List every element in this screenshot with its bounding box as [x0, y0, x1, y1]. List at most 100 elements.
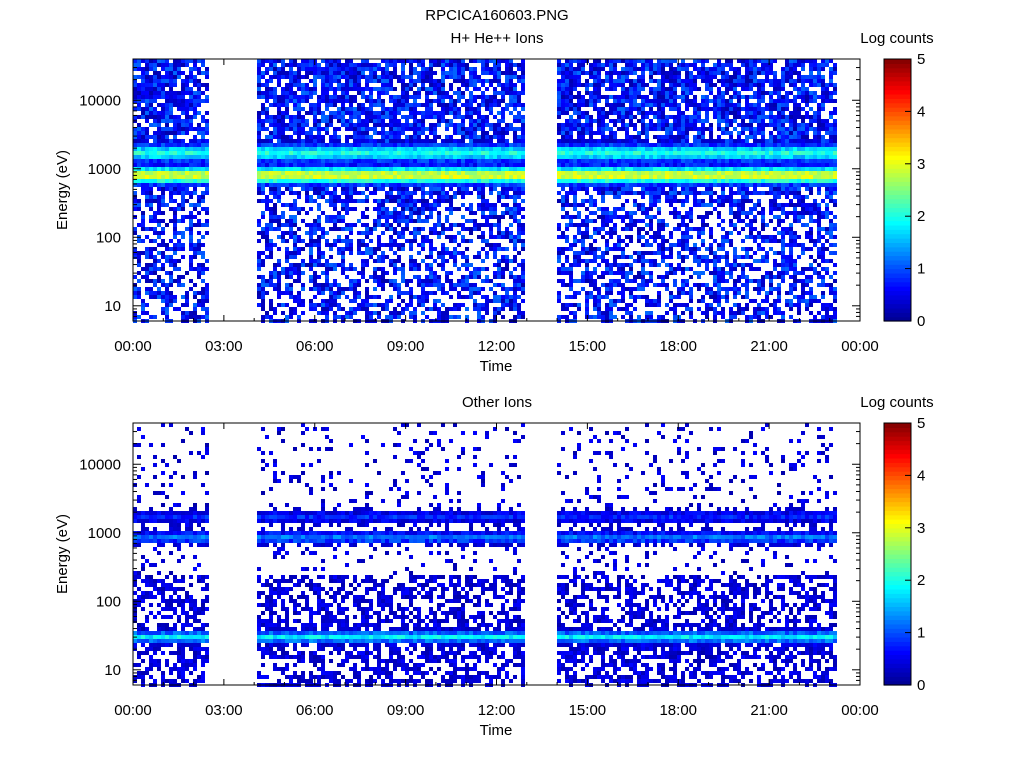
heatmap-cell [405, 215, 409, 219]
heatmap-cell [457, 191, 461, 195]
heatmap-cell [353, 139, 357, 143]
heatmap-cell [341, 315, 345, 319]
heatmap-cell [609, 303, 613, 307]
heatmap-cell [561, 155, 565, 159]
heatmap-cell [365, 67, 369, 71]
heatmap-cell [313, 151, 317, 155]
heatmap-cell [381, 203, 385, 207]
heatmap-cell [569, 243, 573, 247]
heatmap-cell [517, 79, 521, 83]
heatmap-cell [497, 159, 501, 163]
heatmap-cell [173, 91, 177, 95]
heatmap-cell [513, 307, 517, 311]
heatmap-cell [365, 159, 369, 163]
heatmap-cell [349, 171, 353, 175]
heatmap-cell [621, 115, 625, 119]
heatmap-cell [441, 115, 445, 119]
heatmap-cell [613, 59, 617, 63]
heatmap-cell [589, 91, 593, 95]
heatmap-cell [505, 179, 509, 183]
heatmap-cell [573, 215, 577, 219]
heatmap-cell [581, 167, 585, 171]
heatmap-cell [461, 203, 465, 207]
heatmap-cell [173, 299, 177, 303]
heatmap-cell [181, 83, 185, 87]
heatmap-cell [461, 295, 465, 299]
heatmap-cell [285, 255, 289, 259]
heatmap-cell [505, 187, 509, 191]
heatmap-cell [401, 183, 405, 187]
heatmap-cell [413, 103, 417, 107]
heatmap-cell [605, 231, 609, 235]
heatmap-cell [509, 147, 513, 151]
heatmap-cell [621, 147, 625, 151]
heatmap-cell [621, 67, 625, 71]
heatmap-cell [289, 91, 293, 95]
heatmap-cell [169, 271, 173, 275]
heatmap-cell [505, 127, 509, 131]
heatmap-cell [409, 263, 413, 267]
heatmap-cell [193, 67, 197, 71]
heatmap-cell [485, 163, 489, 167]
heatmap-cell [405, 303, 409, 307]
heatmap-cell [205, 139, 209, 143]
heatmap-cell [585, 311, 589, 315]
heatmap-cell [597, 87, 601, 91]
heatmap-cell [405, 143, 409, 147]
heatmap-cell [521, 91, 525, 95]
heatmap-cell [297, 263, 301, 267]
heatmap-cell [509, 223, 513, 227]
heatmap-cell [293, 219, 297, 223]
heatmap-cell [153, 95, 157, 99]
heatmap-cell [361, 199, 365, 203]
heatmap-cell [205, 151, 209, 155]
heatmap-cell [469, 143, 473, 147]
heatmap-cell [377, 223, 381, 227]
heatmap-cell [317, 207, 321, 211]
heatmap-cell [409, 139, 413, 143]
heatmap-cell [597, 119, 601, 123]
heatmap-cell [369, 63, 373, 67]
heatmap-cell [633, 299, 637, 303]
heatmap-cell [377, 243, 381, 247]
heatmap-cell [593, 155, 597, 159]
heatmap-cell [593, 267, 597, 271]
heatmap-cell [405, 195, 409, 199]
heatmap-cell [561, 63, 565, 67]
heatmap-cell [417, 111, 421, 115]
heatmap-cell [357, 179, 361, 183]
heatmap-cell [277, 195, 281, 199]
heatmap-cell [405, 99, 409, 103]
heatmap-cell [365, 299, 369, 303]
heatmap-cell [469, 67, 473, 71]
heatmap-cell [385, 107, 389, 111]
heatmap-cell [621, 163, 625, 167]
heatmap-cell [557, 111, 561, 115]
heatmap-cell [309, 279, 313, 283]
heatmap-cell [453, 287, 457, 291]
heatmap-cell [165, 91, 169, 95]
heatmap-cell [449, 171, 453, 175]
heatmap-cell [377, 75, 381, 79]
heatmap-cell [597, 231, 601, 235]
heatmap-cell [429, 251, 433, 255]
heatmap-cell [353, 199, 357, 203]
heatmap-cell [257, 171, 261, 175]
heatmap-cell [617, 179, 621, 183]
heatmap-cell [169, 175, 173, 179]
heatmap-cell [329, 303, 333, 307]
heatmap-cell [389, 71, 393, 75]
heatmap-cell [497, 179, 501, 183]
heatmap-cell [257, 183, 261, 187]
panel-title: H+ He++ Ions [451, 30, 544, 47]
heatmap-cell [581, 59, 585, 63]
heatmap-cell [269, 131, 273, 135]
heatmap-cell [149, 95, 153, 99]
heatmap-cell [337, 219, 341, 223]
heatmap-cell [429, 207, 433, 211]
heatmap-cell [285, 275, 289, 279]
heatmap-cell [341, 287, 345, 291]
heatmap-cell [577, 239, 581, 243]
heatmap-cell [309, 63, 313, 67]
heatmap-cell [309, 259, 313, 263]
